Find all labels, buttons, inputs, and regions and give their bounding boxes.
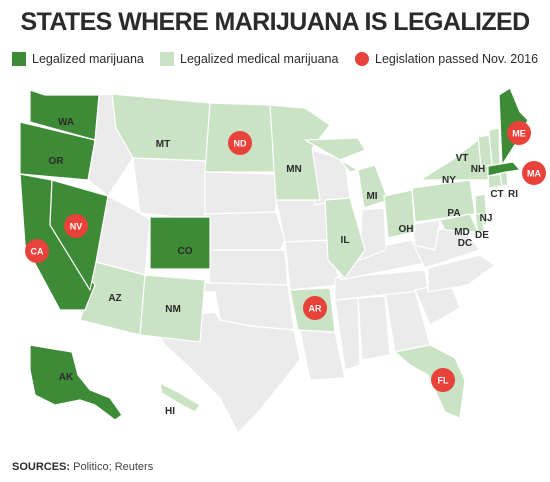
label-wa: WA [58,117,74,128]
label-nj: NJ [480,213,493,224]
states-none [87,93,496,434]
label-mt: MT [156,139,170,150]
legend-label-medical: Legalized medical marijuana [180,52,339,66]
legend-label-passed: Legislation passed Nov. 2016 [375,52,539,66]
label-ri: RI [508,189,518,200]
state-rhode-island [499,171,509,187]
marker-nd: ND [228,131,252,155]
legend-label-recreational: Legalized marijuana [32,52,144,66]
marker-circle-nd [228,131,252,155]
marker-label-nv: NV [70,222,83,232]
marker-circle-ca [25,239,49,263]
label-ny: NY [442,175,456,186]
marker-circle-nv [64,214,88,238]
state-michigan [304,137,389,209]
map-title: STATES WHERE MARIJUANA IS LEGALIZED [20,8,530,36]
state-delaware [474,213,485,233]
label-nm: NM [165,304,181,315]
marker-label-me: ME [512,129,526,139]
label-or: OR [49,156,65,167]
label-ct: CT [490,189,503,200]
label-mn: MN [286,164,302,175]
state-louisiana [299,329,346,381]
state-washington [29,89,100,141]
state-hawaii [159,382,201,413]
marker-circle-me [507,121,531,145]
state-virginia [411,221,481,269]
state-florida [394,344,466,419]
ballot-markers: ND NV CA AR FL ME MA [25,121,546,392]
legend-item-passed: Legislation passed Nov. 2016 [355,48,538,70]
label-co: CO [178,246,193,257]
marker-label-ma: MA [527,169,541,179]
state-colorado [149,216,211,270]
label-hi: HI [165,406,175,417]
marker-label-ar: AR [309,304,322,314]
label-nh: NH [471,164,485,175]
label-de: DE [475,230,489,241]
state-minnesota [269,104,331,201]
label-mi: MI [366,191,377,202]
marker-me: ME [507,121,531,145]
state-south-dakota [204,171,277,215]
label-az: AZ [108,293,121,304]
state-illinois [324,197,366,279]
legend-swatch-recreational [12,52,26,66]
marker-label-nd: ND [234,139,247,149]
label-vt: VT [456,153,469,164]
sources-label: SOURCES: [12,461,71,473]
legend-swatch-medical [160,52,174,66]
state-alaska [29,344,123,421]
states-medical [79,93,509,419]
marker-ma: MA [522,161,546,185]
legend-marker-passed [355,52,369,66]
state-montana [111,93,211,162]
state-north-carolina [427,254,496,293]
state-new-mexico [139,274,206,343]
state-ohio [383,189,416,239]
state-alabama [357,295,391,361]
marker-circle-ma [522,161,546,185]
state-iowa [275,199,331,243]
marker-ca: CA [25,239,49,263]
marker-fl: FL [431,368,455,392]
legend: Legalized marijuana Legalized medical ma… [0,48,550,72]
marker-nv: NV [64,214,88,238]
marker-label-ca: CA [31,247,44,257]
label-md: MD [454,227,470,238]
label-ak: AK [59,372,74,383]
sources-text: Politico; Reuters [70,461,154,473]
label-pa: PA [447,208,460,219]
label-dc: DC [458,238,472,249]
marker-ar: AR [303,296,327,320]
marker-circle-ar [303,296,327,320]
state-massachusetts [487,161,521,177]
state-labels: WA OR CO AK MT MN MI IL OH PA NY VT NH C… [49,117,519,417]
states-recreational [19,87,529,421]
legend-item-recreational: Legalized marijuana [12,48,144,70]
marker-circle-fl [431,368,455,392]
state-wyoming [132,157,211,221]
state-oregon [19,121,96,181]
sources-note: SOURCES: Politico; Reuters [12,461,153,473]
label-oh: OH [399,224,414,235]
label-il: IL [341,235,350,246]
state-west-virginia [411,219,441,251]
state-texas [149,311,301,434]
marker-label-fl: FL [438,376,449,386]
legend-item-medical: Legalized medical marijuana [160,48,338,70]
